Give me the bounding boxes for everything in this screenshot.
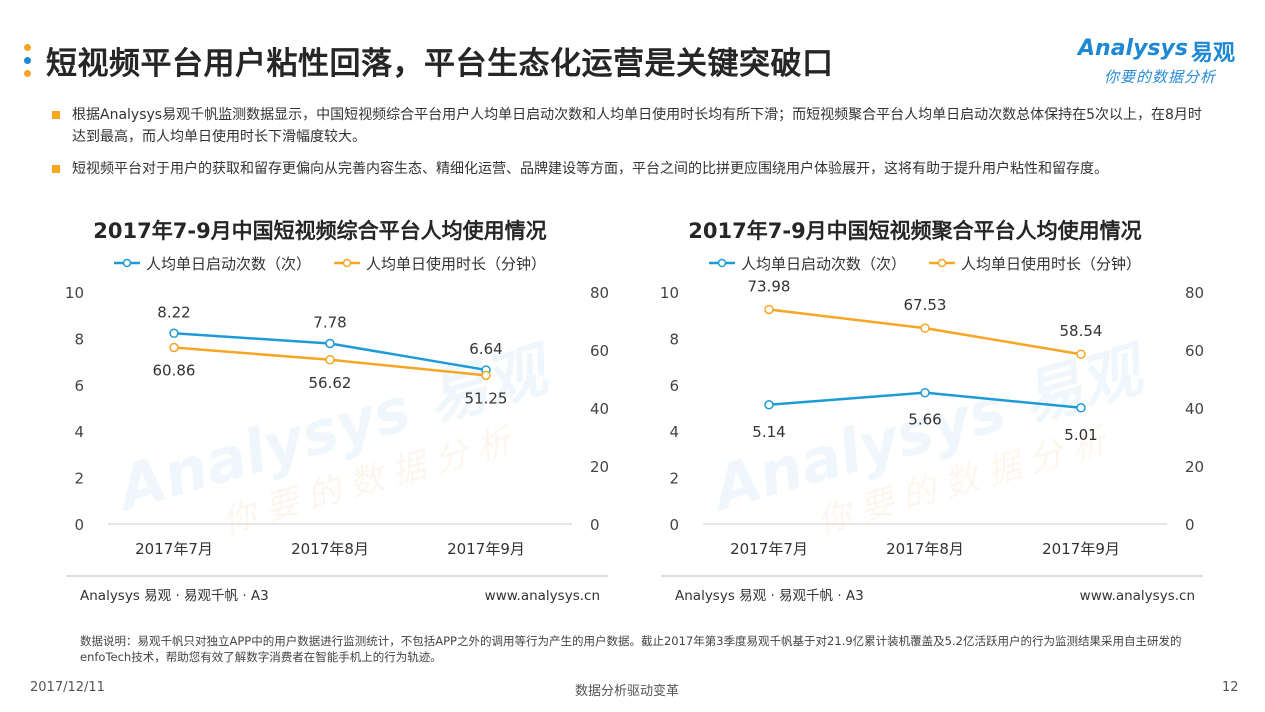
y-left-tick-label: 0 bbox=[74, 516, 84, 534]
y-right-tick-label: 60 bbox=[1185, 342, 1204, 360]
data-point bbox=[920, 323, 930, 333]
y-right-tick-label: 80 bbox=[1185, 284, 1204, 302]
y-left-tick-label: 0 bbox=[669, 516, 679, 534]
data-label: 60.86 bbox=[153, 362, 196, 380]
source-left: Analysys 易观 · 易观千帆 · A3 bbox=[675, 588, 864, 604]
bullet-item: 短视频平台对于用户的获取和留存更偏向从完善内容生态、精细化运营、品牌建设等方面，… bbox=[52, 158, 1212, 202]
y-left-tick-label: 10 bbox=[660, 284, 679, 302]
legend-label: 人均单日启动次数（次） bbox=[146, 255, 311, 273]
title-dot bbox=[24, 57, 31, 64]
data-point bbox=[764, 304, 774, 315]
data-label: 67.53 bbox=[904, 296, 947, 314]
y-right-tick-label: 0 bbox=[1185, 516, 1195, 534]
legend-label: 人均单日使用时长（分钟） bbox=[366, 255, 546, 273]
data-point bbox=[325, 338, 335, 349]
data-point bbox=[920, 387, 930, 398]
x-tick-label: 2017年9月 bbox=[447, 540, 525, 558]
y-left-tick-label: 6 bbox=[669, 377, 679, 395]
y-right-tick-label: 20 bbox=[1185, 458, 1204, 476]
data-point bbox=[764, 400, 774, 410]
data-point bbox=[1076, 403, 1086, 413]
y-right-tick-label: 60 bbox=[590, 342, 609, 360]
data-label: 5.01 bbox=[1064, 426, 1097, 444]
data-label: 6.64 bbox=[469, 340, 502, 358]
data-label: 58.54 bbox=[1060, 322, 1103, 340]
chart-title: 2017年7-9月中国短视频综合平台人均使用情况 bbox=[93, 219, 546, 243]
legend-marker bbox=[342, 258, 352, 268]
data-label: 56.62 bbox=[309, 374, 352, 392]
page-title: 短视频平台用户粘性回落，平台生态化运营是关键突破口 bbox=[46, 46, 834, 82]
data-point bbox=[169, 328, 179, 339]
y-left-tick-label: 10 bbox=[65, 284, 84, 302]
title-dot bbox=[24, 44, 31, 51]
x-tick-label: 2017年9月 bbox=[1042, 540, 1120, 558]
analysys-logo: Analysys 易观 你要的数据分析 bbox=[1078, 36, 1248, 92]
page-number: 12 bbox=[1222, 680, 1239, 695]
source-right: www.analysys.cn bbox=[485, 588, 600, 604]
bullet-text: 短视频平台对于用户的获取和留存更偏向从完善内容生态、精细化运营、品牌建设等方面，… bbox=[72, 161, 1108, 177]
footer-slogan: 数据分析驱动变革 bbox=[575, 684, 680, 699]
data-point bbox=[481, 370, 491, 381]
data-label: 51.25 bbox=[465, 389, 508, 407]
logo-slogan: 你要的数据分析 bbox=[1104, 68, 1217, 86]
y-left-tick-label: 8 bbox=[669, 330, 679, 348]
data-label: 8.22 bbox=[157, 303, 190, 321]
y-right-tick-label: 40 bbox=[1185, 400, 1204, 418]
source-right: www.analysys.cn bbox=[1080, 588, 1195, 604]
y-left-tick-label: 2 bbox=[74, 470, 84, 488]
source-left: Analysys 易观 · 易观千帆 · A3 bbox=[80, 588, 269, 604]
y-right-tick-label: 80 bbox=[590, 284, 609, 302]
chart-aggregation-platform: 2017年7-9月中国短视频聚合平台人均使用情况人均单日启动次数（次） 人均单日使… bbox=[645, 206, 1205, 606]
legend-label: 人均单日启动次数（次） bbox=[741, 255, 906, 273]
chart-title: 2017年7-9月中国短视频聚合平台人均使用情况 bbox=[688, 219, 1141, 243]
x-tick-label: 2017年7月 bbox=[135, 540, 213, 558]
data-footnote: 数据说明：易观千帆只对独立APP中的用户数据进行监测统计，不包括APP之外的调用… bbox=[80, 634, 1182, 664]
y-left-tick-label: 4 bbox=[669, 423, 679, 441]
data-point bbox=[169, 342, 179, 353]
data-label: 5.66 bbox=[908, 411, 941, 429]
title-dot bbox=[24, 70, 31, 77]
data-point bbox=[325, 355, 335, 365]
legend-marker bbox=[717, 258, 727, 268]
y-right-tick-label: 40 bbox=[590, 400, 609, 418]
bullet-item: 根据Analysys易观千帆监测数据显示，中国短视频综合平台用户人均单日启动次数… bbox=[52, 104, 1212, 148]
bullet-square-icon bbox=[52, 111, 60, 119]
logo-brand-cn: 易观 bbox=[1191, 41, 1236, 66]
x-tick-label: 2017年7月 bbox=[730, 540, 808, 558]
title-dots bbox=[24, 44, 32, 84]
y-left-tick-label: 4 bbox=[74, 423, 84, 441]
legend-label: 人均单日使用时长（分钟） bbox=[961, 255, 1141, 273]
data-label: 5.14 bbox=[752, 423, 785, 441]
y-left-tick-label: 6 bbox=[74, 377, 84, 395]
data-label: 73.98 bbox=[748, 277, 791, 295]
logo-brand: Analysys bbox=[1078, 36, 1188, 61]
y-right-tick-label: 0 bbox=[590, 516, 600, 534]
bullet-square-icon bbox=[52, 165, 60, 173]
chart-comprehensive-platform: 2017年7-9月中国短视频综合平台人均使用情况人均单日启动次数（次） 人均单日使… bbox=[50, 206, 610, 606]
y-left-tick-label: 2 bbox=[669, 470, 679, 488]
legend-marker bbox=[122, 258, 132, 268]
y-left-tick-label: 8 bbox=[74, 330, 84, 348]
legend-marker bbox=[937, 258, 947, 268]
y-right-tick-label: 20 bbox=[590, 458, 609, 476]
x-tick-label: 2017年8月 bbox=[886, 540, 964, 558]
data-label: 7.78 bbox=[313, 314, 346, 332]
x-tick-label: 2017年8月 bbox=[291, 540, 369, 558]
bullet-text: 根据Analysys易观千帆监测数据显示，中国短视频综合平台用户人均单日启动次数… bbox=[72, 107, 1202, 145]
footer-date: 2017/12/11 bbox=[30, 680, 105, 695]
data-point bbox=[1076, 349, 1086, 359]
